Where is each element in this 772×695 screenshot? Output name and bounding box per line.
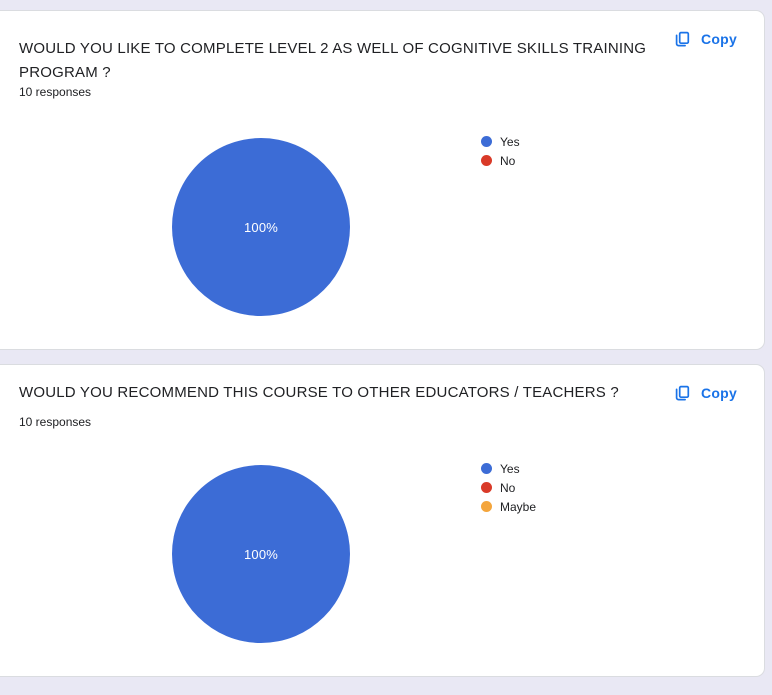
legend-dot-no [481, 482, 492, 493]
legend-label: No [500, 153, 516, 168]
legend-label: Yes [500, 134, 520, 149]
responses-count: 10 responses [19, 85, 92, 99]
legend-dot-yes [481, 136, 492, 147]
chart-legend: Yes No [481, 132, 520, 170]
legend-dot-no [481, 155, 492, 166]
question-title: WOULD YOU LIKE TO COMPLETE LEVEL 2 AS WE… [19, 40, 647, 81]
legend-item-yes: Yes [481, 132, 520, 151]
legend-label: No [500, 480, 516, 495]
pie-chart: 100% [172, 465, 350, 643]
chart-legend: Yes No Maybe [481, 459, 536, 516]
legend-label: Yes [500, 461, 520, 476]
legend-item-no: No [481, 151, 520, 170]
copy-icon [673, 384, 691, 402]
pie-chart: 100% [172, 138, 350, 316]
copy-button[interactable]: Copy [673, 30, 737, 48]
copy-button[interactable]: Copy [673, 384, 737, 402]
legend-dot-maybe [481, 501, 492, 512]
legend-dot-yes [481, 463, 492, 474]
question-card-recommend: WOULD YOU RECOMMEND THIS COURSE TO OTHER… [0, 364, 765, 677]
question-card-level2: WOULD YOU LIKE TO COMPLETE LEVEL 2 AS WE… [0, 10, 765, 350]
copy-label: Copy [701, 385, 737, 401]
responses-count: 10 responses [19, 415, 92, 429]
pie-slice-label: 100% [243, 546, 279, 562]
pie-slice-label: 100% [243, 219, 279, 235]
legend-item-yes: Yes [481, 459, 536, 478]
copy-label: Copy [701, 31, 737, 47]
legend-label: Maybe [500, 499, 537, 514]
question-title: WOULD YOU RECOMMEND THIS COURSE TO OTHER… [19, 384, 619, 401]
legend-item-maybe: Maybe [481, 497, 536, 516]
legend-item-no: No [481, 478, 536, 497]
copy-icon [673, 30, 691, 48]
